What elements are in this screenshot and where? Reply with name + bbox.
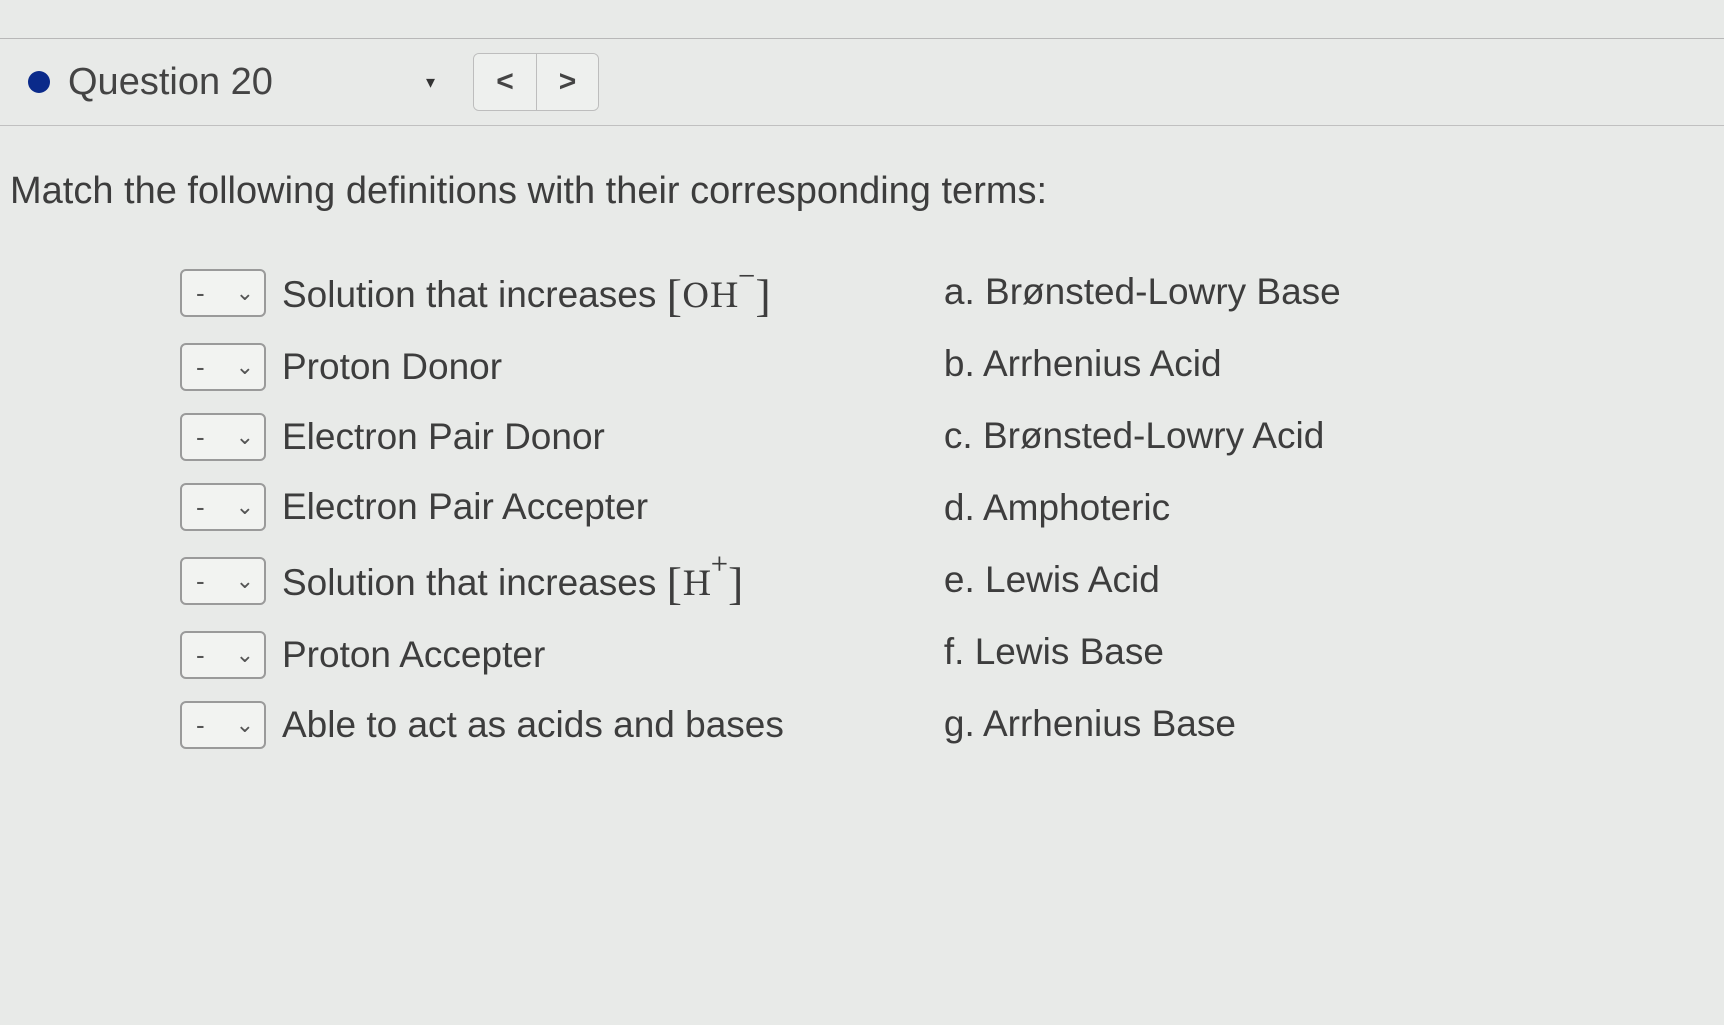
match-select[interactable]: -⌄ [180,413,266,461]
term-label: Arrhenius Acid [983,343,1222,384]
prev-question-button[interactable]: < [474,54,536,110]
definition-row: -⌄Proton Accepter [180,631,784,679]
definitions-column: -⌄Solution that increases [OH−]-⌄Proton … [180,265,784,749]
term-label: Amphoteric [983,487,1170,528]
definition-text: Able to act as acids and bases [282,704,784,746]
term-row: f. Lewis Base [944,631,1341,673]
question-dropdown[interactable]: ▾ [416,66,445,99]
next-question-button[interactable]: > [536,54,598,110]
question-bullet-icon [28,71,50,93]
question-header: Question 20 ▾ < > [0,39,1724,126]
match-select[interactable]: -⌄ [180,269,266,317]
definition-text-pre: Solution that increases [282,274,667,315]
term-row: b. Arrhenius Acid [944,343,1341,385]
chevron-down-icon: ⌄ [236,424,254,450]
term-label: Brønsted-Lowry Base [985,271,1341,312]
definition-row: -⌄Solution that increases [OH−] [180,265,784,321]
term-label: Arrhenius Base [983,703,1236,744]
term-letter: c. [944,415,983,456]
definition-row: -⌄Electron Pair Donor [180,413,784,461]
math-expression: [H+] [667,567,744,604]
question-title: Question 20 [68,61,398,104]
matching-area: -⌄Solution that increases [OH−]-⌄Proton … [10,265,1714,749]
definition-row: -⌄Able to act as acids and bases [180,701,784,749]
term-letter: g. [944,703,983,744]
definition-row: -⌄Electron Pair Accepter [180,483,784,531]
chevron-down-icon: ⌄ [236,642,254,668]
term-label: Brønsted-Lowry Acid [983,415,1324,456]
select-value: - [196,640,205,671]
question-prompt: Match the following definitions with the… [10,170,1714,213]
term-row: a. Brønsted-Lowry Base [944,271,1341,313]
select-value: - [196,422,205,453]
definition-row: -⌄Proton Donor [180,343,784,391]
term-row: e. Lewis Acid [944,559,1341,601]
chevron-down-icon: ⌄ [236,568,254,594]
definition-text: Solution that increases [OH−] [282,265,771,321]
select-value: - [196,566,205,597]
question-nav: < > [473,53,599,111]
definition-row: -⌄Solution that increases [H+] [180,553,784,609]
math-expression: [OH−] [667,279,771,316]
term-letter: b. [944,343,983,384]
match-select[interactable]: -⌄ [180,483,266,531]
select-value: - [196,278,205,309]
match-select[interactable]: -⌄ [180,343,266,391]
term-letter: d. [944,487,983,528]
select-value: - [196,492,205,523]
term-letter: e. [944,559,985,600]
definition-text: Electron Pair Donor [282,416,605,458]
terms-column: a. Brønsted-Lowry Baseb. Arrhenius Acidc… [944,265,1341,749]
match-select[interactable]: -⌄ [180,557,266,605]
term-letter: f. [944,631,975,672]
chevron-down-icon: ⌄ [236,280,254,306]
definition-text: Proton Accepter [282,634,545,676]
term-row: g. Arrhenius Base [944,703,1341,745]
definition-text-pre: Solution that increases [282,562,667,603]
match-select[interactable]: -⌄ [180,701,266,749]
question-content: Match the following definitions with the… [0,126,1724,749]
definition-text: Electron Pair Accepter [282,486,648,528]
chevron-down-icon: ⌄ [236,354,254,380]
select-value: - [196,352,205,383]
term-label: Lewis Base [975,631,1164,672]
match-select[interactable]: -⌄ [180,631,266,679]
chevron-down-icon: ⌄ [236,494,254,520]
select-value: - [196,710,205,741]
term-letter: a. [944,271,985,312]
term-label: Lewis Acid [985,559,1160,600]
definition-text: Proton Donor [282,346,502,388]
definition-text: Solution that increases [H+] [282,553,743,609]
chevron-down-icon: ⌄ [236,712,254,738]
term-row: d. Amphoteric [944,487,1341,529]
term-row: c. Brønsted-Lowry Acid [944,415,1341,457]
